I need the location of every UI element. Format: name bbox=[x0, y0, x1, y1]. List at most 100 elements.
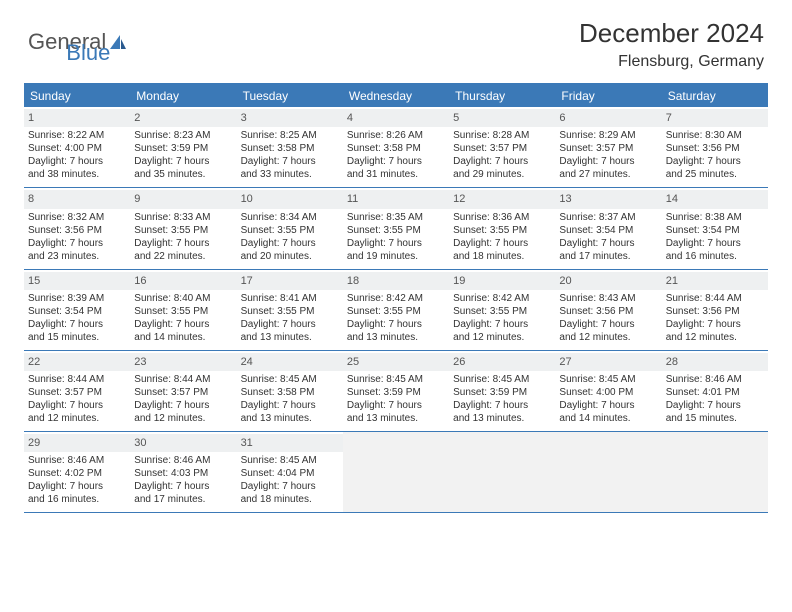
day-cell: 27Sunrise: 8:45 AMSunset: 4:00 PMDayligh… bbox=[555, 351, 661, 431]
week-row: 8Sunrise: 8:32 AMSunset: 3:56 PMDaylight… bbox=[24, 187, 768, 268]
day-cell: 5Sunrise: 8:28 AMSunset: 3:57 PMDaylight… bbox=[449, 107, 555, 187]
daylight-text: Daylight: 7 hours bbox=[241, 480, 339, 493]
day-header: Saturday bbox=[662, 85, 768, 107]
sunrise-text: Sunrise: 8:23 AM bbox=[134, 129, 232, 142]
sunset-text: Sunset: 3:57 PM bbox=[453, 142, 551, 155]
day-cell: 17Sunrise: 8:41 AMSunset: 3:55 PMDayligh… bbox=[237, 270, 343, 350]
sunset-text: Sunset: 4:03 PM bbox=[134, 467, 232, 480]
sunset-text: Sunset: 3:55 PM bbox=[453, 224, 551, 237]
sunset-text: Sunset: 3:55 PM bbox=[241, 224, 339, 237]
day-number: 31 bbox=[237, 434, 343, 452]
week-row: 29Sunrise: 8:46 AMSunset: 4:02 PMDayligh… bbox=[24, 431, 768, 512]
daylight-text: Daylight: 7 hours bbox=[559, 155, 657, 168]
daylight-text: and 20 minutes. bbox=[241, 250, 339, 263]
day-cell: 20Sunrise: 8:43 AMSunset: 3:56 PMDayligh… bbox=[555, 270, 661, 350]
sunrise-text: Sunrise: 8:45 AM bbox=[241, 373, 339, 386]
day-cell: 7Sunrise: 8:30 AMSunset: 3:56 PMDaylight… bbox=[662, 107, 768, 187]
week-row: 15Sunrise: 8:39 AMSunset: 3:54 PMDayligh… bbox=[24, 269, 768, 350]
day-cell: 1Sunrise: 8:22 AMSunset: 4:00 PMDaylight… bbox=[24, 107, 130, 187]
daylight-text: Daylight: 7 hours bbox=[666, 237, 764, 250]
sunset-text: Sunset: 3:58 PM bbox=[241, 386, 339, 399]
daylight-text: Daylight: 7 hours bbox=[666, 318, 764, 331]
daylight-text: Daylight: 7 hours bbox=[28, 155, 126, 168]
daylight-text: Daylight: 7 hours bbox=[559, 399, 657, 412]
day-number: 21 bbox=[662, 272, 768, 290]
sunrise-text: Sunrise: 8:41 AM bbox=[241, 292, 339, 305]
daylight-text: Daylight: 7 hours bbox=[28, 480, 126, 493]
day-number: 23 bbox=[130, 353, 236, 371]
daylight-text: and 13 minutes. bbox=[347, 331, 445, 344]
sunrise-text: Sunrise: 8:43 AM bbox=[559, 292, 657, 305]
day-number: 19 bbox=[449, 272, 555, 290]
sunrise-text: Sunrise: 8:45 AM bbox=[559, 373, 657, 386]
day-cell: 2Sunrise: 8:23 AMSunset: 3:59 PMDaylight… bbox=[130, 107, 236, 187]
sunrise-text: Sunrise: 8:45 AM bbox=[241, 454, 339, 467]
day-cell: 19Sunrise: 8:42 AMSunset: 3:55 PMDayligh… bbox=[449, 270, 555, 350]
sunrise-text: Sunrise: 8:46 AM bbox=[28, 454, 126, 467]
sunset-text: Sunset: 3:59 PM bbox=[134, 142, 232, 155]
day-number: 28 bbox=[662, 353, 768, 371]
day-cell: 31Sunrise: 8:45 AMSunset: 4:04 PMDayligh… bbox=[237, 432, 343, 512]
sunset-text: Sunset: 3:58 PM bbox=[241, 142, 339, 155]
day-number: 3 bbox=[237, 109, 343, 127]
daylight-text: and 27 minutes. bbox=[559, 168, 657, 181]
day-cell: 3Sunrise: 8:25 AMSunset: 3:58 PMDaylight… bbox=[237, 107, 343, 187]
day-number: 26 bbox=[449, 353, 555, 371]
daylight-text: and 12 minutes. bbox=[453, 331, 551, 344]
sunrise-text: Sunrise: 8:46 AM bbox=[134, 454, 232, 467]
sunrise-text: Sunrise: 8:38 AM bbox=[666, 211, 764, 224]
day-number: 25 bbox=[343, 353, 449, 371]
day-cell: 22Sunrise: 8:44 AMSunset: 3:57 PMDayligh… bbox=[24, 351, 130, 431]
location: Flensburg, Germany bbox=[579, 53, 764, 71]
day-number: 11 bbox=[343, 190, 449, 208]
sunset-text: Sunset: 4:00 PM bbox=[28, 142, 126, 155]
sunset-text: Sunset: 3:54 PM bbox=[666, 224, 764, 237]
calendar-bottom-border bbox=[24, 512, 768, 513]
brand-logo: General Blue bbox=[28, 18, 110, 66]
day-header: Sunday bbox=[24, 85, 130, 107]
month-title: December 2024 bbox=[579, 18, 764, 49]
daylight-text: and 15 minutes. bbox=[28, 331, 126, 344]
daylight-text: Daylight: 7 hours bbox=[241, 155, 339, 168]
daylight-text: Daylight: 7 hours bbox=[28, 318, 126, 331]
sunrise-text: Sunrise: 8:44 AM bbox=[28, 373, 126, 386]
daylight-text: and 12 minutes. bbox=[559, 331, 657, 344]
daylight-text: and 13 minutes. bbox=[453, 412, 551, 425]
day-cell: 30Sunrise: 8:46 AMSunset: 4:03 PMDayligh… bbox=[130, 432, 236, 512]
sunrise-text: Sunrise: 8:44 AM bbox=[666, 292, 764, 305]
sunset-text: Sunset: 4:00 PM bbox=[559, 386, 657, 399]
daylight-text: and 14 minutes. bbox=[559, 412, 657, 425]
day-cell: 8Sunrise: 8:32 AMSunset: 3:56 PMDaylight… bbox=[24, 188, 130, 268]
day-cell: 6Sunrise: 8:29 AMSunset: 3:57 PMDaylight… bbox=[555, 107, 661, 187]
day-cell: 14Sunrise: 8:38 AMSunset: 3:54 PMDayligh… bbox=[662, 188, 768, 268]
daylight-text: and 33 minutes. bbox=[241, 168, 339, 181]
day-number: 4 bbox=[343, 109, 449, 127]
day-number: 8 bbox=[24, 190, 130, 208]
sunset-text: Sunset: 3:59 PM bbox=[453, 386, 551, 399]
day-number: 2 bbox=[130, 109, 236, 127]
day-cell: 9Sunrise: 8:33 AMSunset: 3:55 PMDaylight… bbox=[130, 188, 236, 268]
day-header: Thursday bbox=[449, 85, 555, 107]
daylight-text: Daylight: 7 hours bbox=[347, 318, 445, 331]
day-cell: 16Sunrise: 8:40 AMSunset: 3:55 PMDayligh… bbox=[130, 270, 236, 350]
day-cell: 11 Sunrise: 8:35 AMSunset: 3:55 PMDayligh… bbox=[343, 188, 449, 268]
day-number: 24 bbox=[237, 353, 343, 371]
sunrise-text: Sunrise: 8:42 AM bbox=[347, 292, 445, 305]
sunset-text: Sunset: 3:58 PM bbox=[347, 142, 445, 155]
daylight-text: Daylight: 7 hours bbox=[241, 237, 339, 250]
day-number: 13 bbox=[555, 190, 661, 208]
day-cell: 15Sunrise: 8:39 AMSunset: 3:54 PMDayligh… bbox=[24, 270, 130, 350]
day-cell: 26Sunrise: 8:45 AMSunset: 3:59 PMDayligh… bbox=[449, 351, 555, 431]
sunrise-text: Sunrise: 8:28 AM bbox=[453, 129, 551, 142]
daylight-text: Daylight: 7 hours bbox=[347, 155, 445, 168]
sunset-text: Sunset: 3:56 PM bbox=[28, 224, 126, 237]
daylight-text: Daylight: 7 hours bbox=[134, 237, 232, 250]
daylight-text: Daylight: 7 hours bbox=[453, 318, 551, 331]
day-number: 7 bbox=[662, 109, 768, 127]
sunrise-text: Sunrise: 8:35 AM bbox=[347, 211, 445, 224]
daylight-text: and 29 minutes. bbox=[453, 168, 551, 181]
day-number: 22 bbox=[24, 353, 130, 371]
empty-cell bbox=[662, 432, 768, 512]
daylight-text: Daylight: 7 hours bbox=[347, 237, 445, 250]
sunset-text: Sunset: 3:55 PM bbox=[347, 224, 445, 237]
